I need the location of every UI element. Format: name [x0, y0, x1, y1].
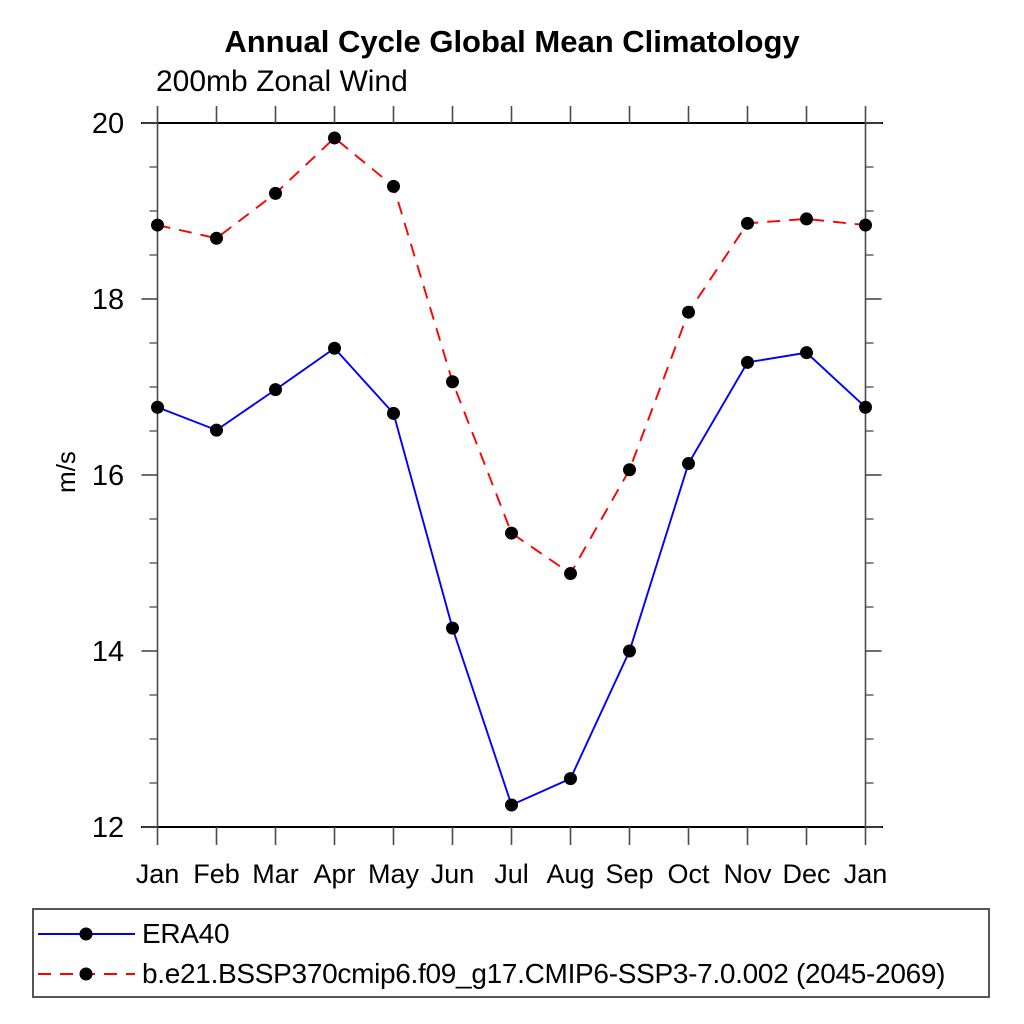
data-point-marker: [859, 218, 872, 232]
data-point-marker: [623, 644, 636, 658]
legend-item-era40: ERA40: [34, 914, 230, 954]
series-line-1: [157, 136, 866, 575]
data-point-marker: [446, 621, 459, 635]
plot-subtitle: 200mb Zonal Wind: [156, 65, 408, 98]
x-tick-label: Oct: [667, 859, 710, 889]
x-tick-label: Mar: [252, 859, 299, 889]
x-tick-label: Apr: [313, 859, 355, 889]
y-tick-label: 14: [92, 636, 124, 668]
x-tick-label: Feb: [193, 859, 240, 889]
legend-label-era40: ERA40: [142, 918, 230, 949]
data-point-marker: [151, 218, 164, 232]
plot-title: Annual Cycle Global Mean Climatology: [224, 24, 800, 59]
data-point-marker: [505, 798, 518, 812]
data-point-marker: [210, 231, 223, 245]
data-point-marker: [741, 355, 754, 369]
data-point-marker: [682, 305, 695, 319]
data-point-marker: [564, 567, 577, 581]
data-point-marker: [387, 406, 400, 420]
data-point-marker: [859, 400, 872, 414]
y-tick-label: 12: [92, 812, 124, 844]
data-point-marker: [269, 383, 282, 397]
legend-sample-marker: [79, 927, 93, 941]
x-tick-label: Jun: [431, 859, 475, 889]
data-point-marker: [387, 179, 400, 193]
legend-label-model: b.e21.BSSP370cmip6.f09_g17.CMIP6-SSP3-7.…: [142, 958, 946, 989]
legend: ERA40 b.e21.BSSP370cmip6.f09_g17.CMIP6-S…: [32, 908, 990, 998]
legend-item-model: b.e21.BSSP370cmip6.f09_g17.CMIP6-SSP3-7.…: [34, 954, 946, 994]
data-point-marker: [269, 186, 282, 200]
data-point-marker: [564, 772, 577, 786]
data-point-marker: [328, 131, 341, 145]
x-tick-label: May: [368, 859, 420, 889]
data-point-marker: [800, 212, 813, 226]
x-tick-label: Jul: [494, 859, 529, 889]
y-tick-label: 18: [92, 284, 124, 316]
data-point-marker: [446, 375, 459, 389]
data-point-marker: [210, 423, 223, 437]
data-point-marker: [623, 463, 636, 477]
x-tick-label: Jan: [136, 859, 180, 889]
x-tick-label: Jan: [844, 859, 888, 889]
data-point-marker: [328, 341, 341, 355]
x-tick-label: Aug: [546, 859, 594, 889]
data-point-marker: [505, 526, 518, 540]
x-tick-label: Nov: [723, 859, 772, 889]
data-point-marker: [682, 457, 695, 471]
y-tick-label: 16: [92, 460, 124, 492]
legend-line-sample-dashed: [38, 967, 135, 981]
data-point-marker: [151, 400, 164, 414]
data-point-marker: [741, 216, 754, 230]
x-tick-label: Dec: [782, 859, 830, 889]
data-point-marker: [800, 346, 813, 360]
series-line-0: [157, 347, 867, 807]
legend-sample-marker: [79, 967, 93, 981]
legend-line-sample-solid: [38, 927, 135, 941]
y-tick-label: 20: [92, 108, 124, 140]
x-tick-label: Sep: [605, 859, 653, 889]
